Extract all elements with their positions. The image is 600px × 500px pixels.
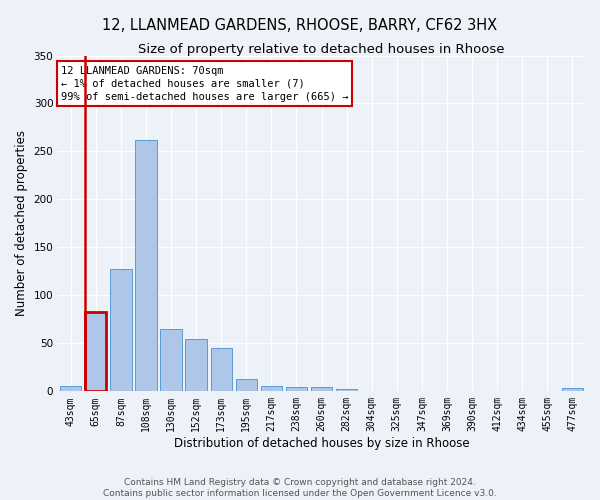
Bar <box>562 388 583 392</box>
Bar <box>211 348 232 392</box>
Text: Contains HM Land Registry data © Crown copyright and database right 2024.
Contai: Contains HM Land Registry data © Crown c… <box>103 478 497 498</box>
Bar <box>110 270 131 392</box>
Bar <box>136 140 157 392</box>
Title: Size of property relative to detached houses in Rhoose: Size of property relative to detached ho… <box>139 42 505 56</box>
Bar <box>85 312 106 392</box>
Bar <box>185 338 207 392</box>
Bar <box>160 329 182 392</box>
Text: 12, LLANMEAD GARDENS, RHOOSE, BARRY, CF62 3HX: 12, LLANMEAD GARDENS, RHOOSE, BARRY, CF6… <box>103 18 497 32</box>
Bar <box>286 388 307 392</box>
Text: 12 LLANMEAD GARDENS: 70sqm
← 1% of detached houses are smaller (7)
99% of semi-d: 12 LLANMEAD GARDENS: 70sqm ← 1% of detac… <box>61 66 349 102</box>
Bar <box>311 388 332 392</box>
Bar <box>60 386 82 392</box>
Bar <box>336 390 358 392</box>
Bar <box>261 386 282 392</box>
Y-axis label: Number of detached properties: Number of detached properties <box>15 130 28 316</box>
X-axis label: Distribution of detached houses by size in Rhoose: Distribution of detached houses by size … <box>174 437 469 450</box>
Bar <box>236 379 257 392</box>
